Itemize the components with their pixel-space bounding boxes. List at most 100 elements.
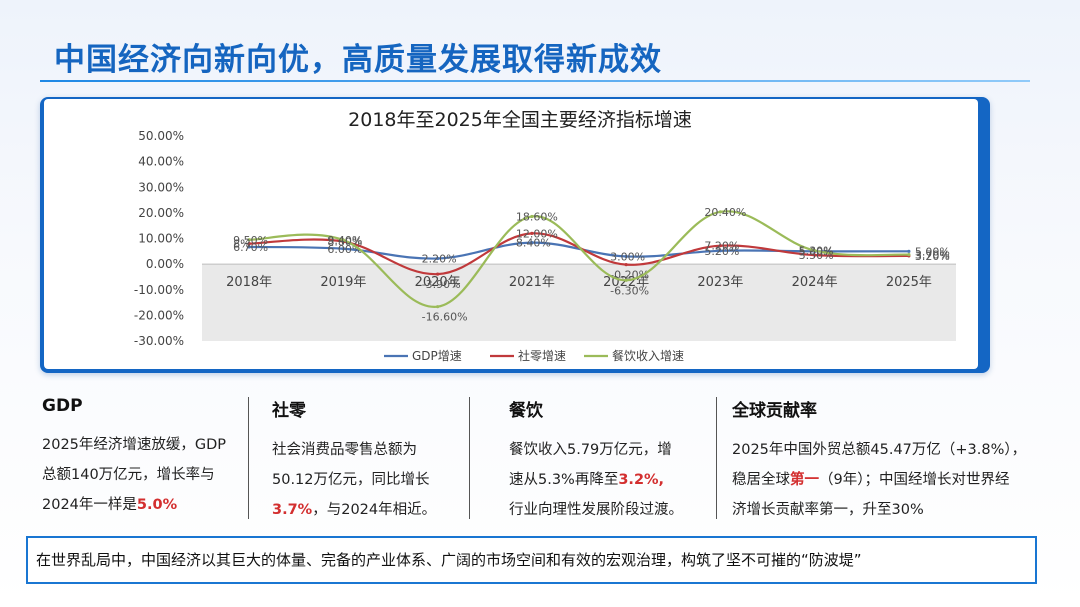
catering-data-label: -16.60% xyxy=(422,311,468,324)
retail-series-line xyxy=(249,232,909,276)
chart-title: 2018年至2025年全国主要经济指标增速 xyxy=(348,109,692,131)
retail-line-2: 50.12万亿元，同比增长 xyxy=(272,472,430,488)
catering-panel-text: 餐饮收入5.79万亿元，增 速从5.3%再降至3.2%, 行业向理性发展阶段过渡… xyxy=(509,435,709,525)
retail-panel: 社零 社会消费品零售总额为 50.12万亿元，同比增长 3.7%，与2024年相… xyxy=(272,396,462,525)
retail-data-label: 3.20% xyxy=(915,250,950,263)
retail-data-label: 8% xyxy=(233,238,250,251)
x-tick-label: 2025年 xyxy=(886,275,932,290)
retail-data-label: 7.20% xyxy=(704,240,739,253)
catering-growth-highlight: 3.2%, xyxy=(618,472,665,488)
catering-data-label: -6.30% xyxy=(610,284,649,297)
gdp-series-line xyxy=(249,241,909,260)
y-tick-label: -20.00% xyxy=(134,308,184,322)
global-panel-title: 全球贡献率 xyxy=(732,401,817,421)
y-tick-label: 10.00% xyxy=(138,232,184,246)
y-tick-label: 20.00% xyxy=(138,206,184,220)
chart-frame: 2018年至2025年全国主要经济指标增速 50.00% 40.00% 30.00% 2… xyxy=(40,97,990,373)
gdp-line-1: 2025年经济增速放缓，GDP xyxy=(42,437,227,453)
catering-data-label: 18.60% xyxy=(516,210,558,223)
gdp-data-label: 2.20% xyxy=(422,252,457,265)
retail-panel-text: 社会消费品零售总额为 50.12万亿元，同比增长 3.7%，与2024年相近。 xyxy=(272,435,462,525)
summary-box: 在世界乱局中，中国经济以其巨大的体量、完备的产业体系、广阔的市场空间和有效的宏观… xyxy=(26,536,1037,584)
retail-data-label: 12.00% xyxy=(516,227,558,240)
retail-data-point xyxy=(530,231,534,235)
catering-data-label: 9.40% xyxy=(327,234,362,247)
retail-panel-title: 社零 xyxy=(272,401,306,421)
retail-growth-highlight: 3.7% xyxy=(272,502,313,518)
title-underline xyxy=(40,80,1030,82)
retail-data-label: -3.90% xyxy=(422,278,461,291)
gdp-legend-label: GDP增速 xyxy=(412,349,462,363)
catering-data-label: 9.50% xyxy=(233,234,268,247)
gdp-data-label: 5.20% xyxy=(704,245,739,258)
catering-data-point xyxy=(718,210,722,214)
gdp-data-point xyxy=(436,256,440,261)
global-panel: 全球贡献率 2025年中国外贸总额45.47万亿（+3.8%）， 稳居全球第一（… xyxy=(732,396,1052,525)
y-tick-label: 0.00% xyxy=(146,257,184,271)
gdp-panel-title: GDP xyxy=(42,396,83,416)
retail-data-point xyxy=(436,272,440,276)
global-line-2-rest: （9年）；中国经增长对世界经 xyxy=(819,472,1010,488)
retail-data-point xyxy=(624,263,628,267)
global-line-2: 稳居全球 xyxy=(732,472,790,488)
catering-legend-label: 餐饮收入增速 xyxy=(612,348,684,363)
retail-data-label: -0.20% xyxy=(610,269,649,282)
global-panel-text: 2025年中国外贸总额45.47万亿（+3.8%）， 稳居全球第一（9年）；中国… xyxy=(732,435,1052,525)
chart-card: 2018年至2025年全国主要经济指标增速 50.00% 40.00% 30.00% 2… xyxy=(44,99,978,369)
gdp-data-point xyxy=(247,245,251,249)
catering-series-line xyxy=(249,210,909,308)
gdp-data-point xyxy=(907,249,911,253)
summary-text: 在世界乱局中，中国经济以其巨大的体量、完备的产业体系、广阔的市场空间和有效的宏观… xyxy=(36,551,862,569)
catering-data-point xyxy=(624,278,628,282)
gdp-data-point xyxy=(530,241,534,245)
catering-panel-title: 餐饮 xyxy=(509,401,543,421)
x-tick-label: 2021年 xyxy=(509,275,555,290)
retail-line-1: 社会消费品零售总额为 xyxy=(272,442,417,458)
catering-data-point xyxy=(813,248,817,253)
y-tick-label: 50.00% xyxy=(138,129,184,143)
y-tick-label: 30.00% xyxy=(138,180,184,194)
y-tick-label: 40.00% xyxy=(138,155,184,169)
retail-legend-label: 社零增速 xyxy=(518,348,566,363)
plot-area-negative-band xyxy=(202,264,956,341)
y-tick-label: -10.00% xyxy=(134,283,184,297)
panel-divider xyxy=(248,397,249,519)
retail-data-point xyxy=(247,242,251,246)
gdp-data-point xyxy=(624,254,628,259)
catering-data-point xyxy=(436,305,440,309)
global-rank-highlight: 第一 xyxy=(790,472,819,488)
gdp-panel-text: 2025年经济增速放缓，GDP 总额140万亿元，增长率与 2024年一样是5.… xyxy=(42,430,242,520)
global-line-3: 济增长贡献率第一，升至30% xyxy=(732,502,924,518)
line-chart: 2018年至2025年全国主要经济指标增速 50.00% 40.00% 30.00% 2… xyxy=(134,109,956,363)
catering-line-2: 速从5.3%再降至 xyxy=(509,472,619,488)
catering-data-label: 5.30% xyxy=(799,245,834,258)
catering-data-label: 20.40% xyxy=(704,206,746,219)
gdp-data-label: 6.70% xyxy=(233,241,268,254)
panel-divider xyxy=(716,397,717,519)
gdp-data-point xyxy=(718,249,722,253)
gdp-line-3: 2024年一样是 xyxy=(42,497,137,513)
gdp-data-label: 5.00% xyxy=(915,245,950,258)
global-line-1: 2025年中国外贸总额45.47万亿（+3.8%）， xyxy=(732,442,1027,458)
x-tick-label: 2019年 xyxy=(320,275,366,290)
x-tick-label: 2020年 xyxy=(415,275,461,290)
gdp-data-label: 8.40% xyxy=(516,237,551,250)
x-tick-label: 2018年 xyxy=(226,275,272,290)
retail-data-point xyxy=(813,253,817,257)
catering-line-3: 行业向理性发展阶段过渡。 xyxy=(509,502,683,518)
catering-data-point xyxy=(341,238,345,242)
x-tick-label: 2023年 xyxy=(697,275,743,290)
catering-data-label: 3.70% xyxy=(915,249,950,262)
gdp-line-2: 总额140万亿元，增长率与 xyxy=(42,467,215,483)
gdp-growth-highlight: 5.0% xyxy=(136,497,178,513)
catering-panel: 餐饮 餐饮收入5.79万亿元，增 速从5.3%再降至3.2%, 行业向理性发展阶… xyxy=(509,396,709,525)
catering-data-point xyxy=(247,238,251,242)
page-title: 中国经济向新向优，高质量发展取得新成效 xyxy=(54,42,662,78)
y-tick-label: -30.00% xyxy=(134,334,184,348)
gdp-panel: GDP 2025年经济增速放缓，GDP 总额140万亿元，增长率与 2024年一… xyxy=(42,396,242,520)
panel-divider xyxy=(469,397,470,519)
x-tick-label: 2024年 xyxy=(792,275,838,290)
gdp-data-label: 3.00% xyxy=(610,250,645,263)
catering-line-1: 餐饮收入5.79万亿元，增 xyxy=(509,442,672,458)
retail-line-3: ，与2024年相近。 xyxy=(312,502,437,518)
